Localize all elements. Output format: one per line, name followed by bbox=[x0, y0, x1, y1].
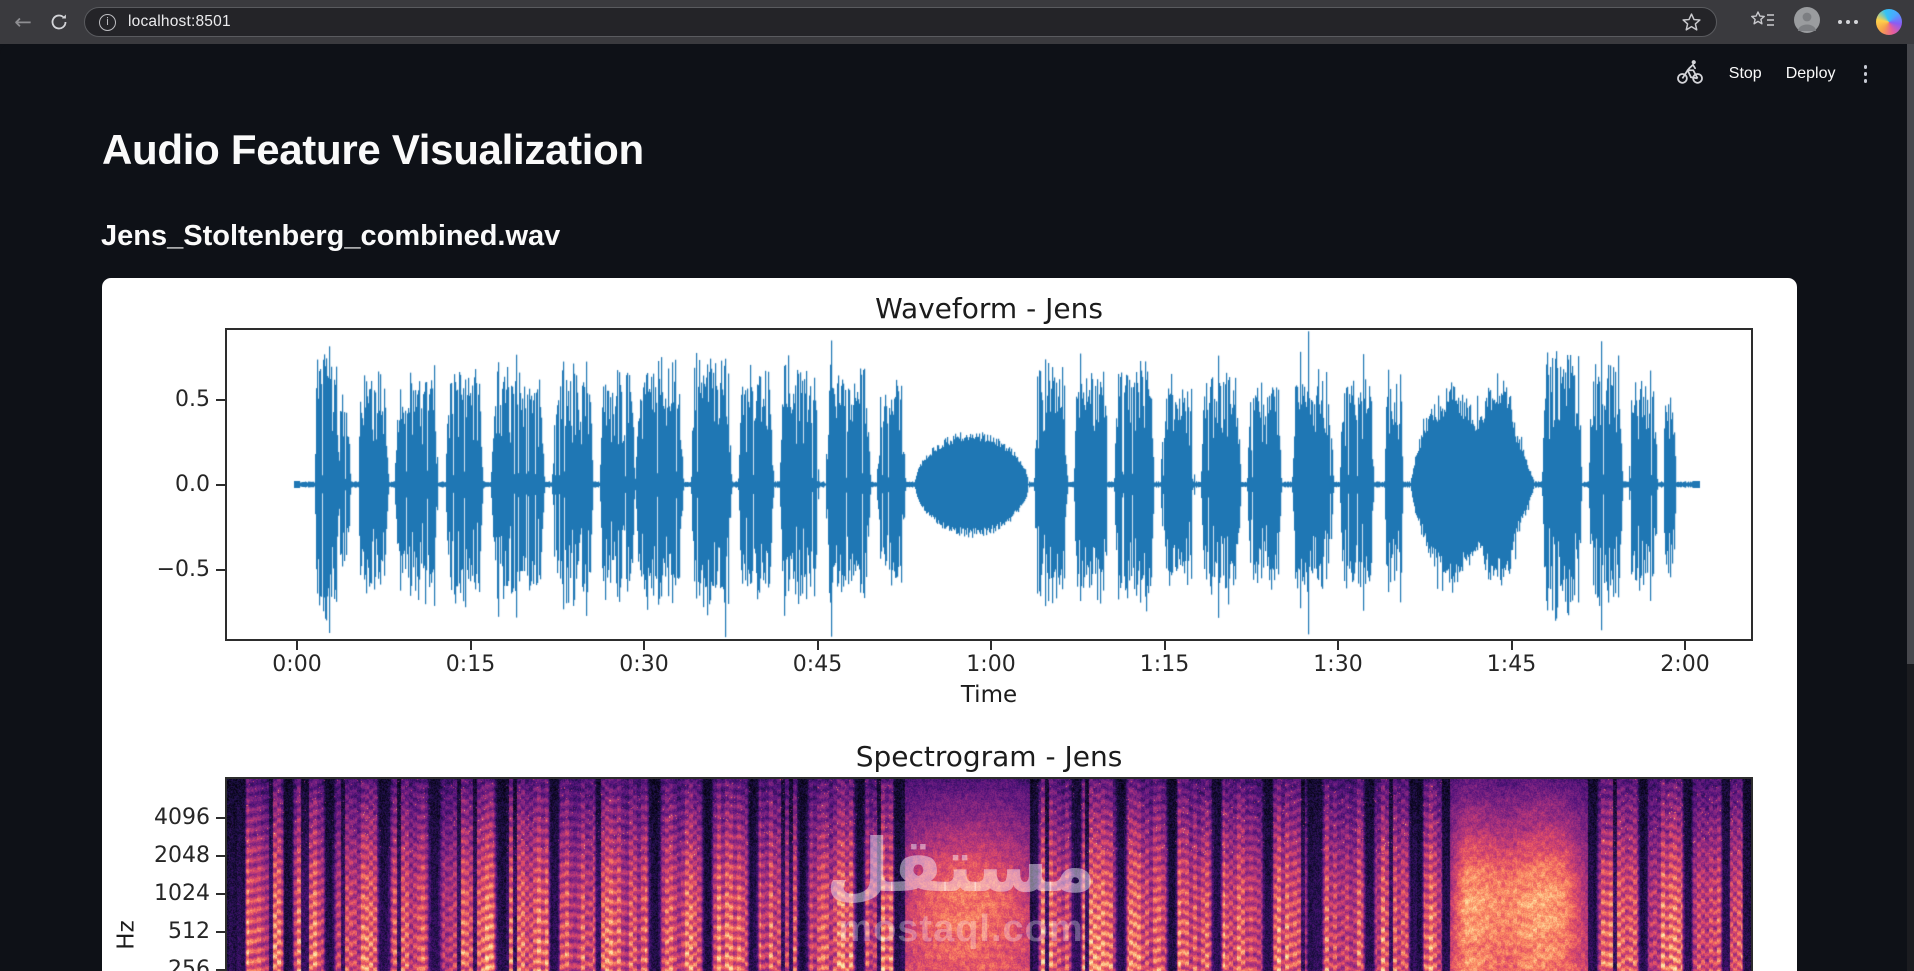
streamlit-app: Stop Deploy Audio Feature Visualization … bbox=[0, 44, 1907, 971]
x-tick-label: 0:00 bbox=[252, 652, 342, 677]
y-tick-label: 0.5 bbox=[124, 387, 210, 412]
spec-y-tick-label: 2048 bbox=[124, 843, 210, 868]
x-tick-label: 1:30 bbox=[1293, 652, 1383, 677]
x-tick-mark bbox=[990, 641, 992, 650]
figure-card: Waveform - Jens Time Spectrogram - Jens … bbox=[102, 278, 1797, 971]
x-tick-mark bbox=[1164, 641, 1166, 650]
x-tick-mark bbox=[643, 641, 645, 650]
waveform-plot bbox=[225, 328, 1753, 641]
x-tick-label: 1:00 bbox=[946, 652, 1036, 677]
x-tick-label: 2:00 bbox=[1640, 652, 1730, 677]
file-subtitle: Jens_Stoltenberg_combined.wav bbox=[101, 220, 560, 253]
favorites-bar-icon[interactable] bbox=[1750, 9, 1776, 36]
app-menu-icon[interactable] bbox=[1860, 61, 1872, 87]
reload-icon[interactable] bbox=[46, 9, 72, 35]
spec-y-tick-mark bbox=[216, 855, 225, 857]
y-tick-mark bbox=[216, 569, 225, 571]
spec-y-tick-mark bbox=[216, 893, 225, 895]
bookmark-star-icon[interactable] bbox=[1681, 12, 1702, 38]
spec-y-tick-label: 512 bbox=[124, 919, 210, 944]
spec-y-tick-label: 256 bbox=[124, 957, 210, 971]
stop-button[interactable]: Stop bbox=[1729, 65, 1762, 83]
spec-y-tick-mark bbox=[216, 817, 225, 819]
streamlit-toolbar: Stop Deploy bbox=[1675, 58, 1871, 90]
x-tick-label: 1:15 bbox=[1120, 652, 1210, 677]
y-tick-mark bbox=[216, 484, 225, 486]
spectrogram-plot bbox=[225, 777, 1753, 971]
app-running-icon bbox=[1675, 58, 1705, 91]
x-tick-mark bbox=[1511, 641, 1513, 650]
waveform-xlabel: Time bbox=[225, 682, 1753, 708]
spectrogram-title: Spectrogram - Jens bbox=[225, 740, 1753, 773]
x-tick-mark bbox=[1337, 641, 1339, 650]
spec-y-tick-mark bbox=[216, 931, 225, 933]
x-tick-label: 0:30 bbox=[599, 652, 689, 677]
browser-window: ← i localhost:8501 Stop bbox=[0, 0, 1914, 971]
y-tick-label: −0.5 bbox=[124, 557, 210, 582]
x-tick-mark bbox=[1684, 641, 1686, 650]
y-tick-label: 0.0 bbox=[124, 472, 210, 497]
spec-y-tick-label: 1024 bbox=[124, 881, 210, 906]
browser-chrome: ← i localhost:8501 bbox=[0, 0, 1914, 44]
y-tick-mark bbox=[216, 399, 225, 401]
page-info-icon[interactable]: i bbox=[99, 14, 116, 31]
x-tick-mark bbox=[817, 641, 819, 650]
url-bar[interactable]: i localhost:8501 bbox=[84, 7, 1717, 37]
browser-actions bbox=[1750, 7, 1902, 37]
x-tick-mark bbox=[470, 641, 472, 650]
profile-avatar[interactable] bbox=[1794, 7, 1820, 38]
back-icon[interactable]: ← bbox=[10, 9, 36, 35]
x-tick-label: 0:15 bbox=[426, 652, 516, 677]
url-text: localhost:8501 bbox=[128, 13, 231, 31]
x-tick-label: 1:45 bbox=[1467, 652, 1557, 677]
x-tick-mark bbox=[296, 641, 298, 650]
scrollbar-thumb[interactable] bbox=[1907, 44, 1914, 664]
scrollbar[interactable] bbox=[1907, 44, 1914, 971]
spec-y-tick-label: 4096 bbox=[124, 805, 210, 830]
x-tick-label: 0:45 bbox=[773, 652, 863, 677]
browser-menu-icon[interactable] bbox=[1838, 20, 1858, 24]
page-title: Audio Feature Visualization bbox=[102, 126, 644, 174]
copilot-icon[interactable] bbox=[1876, 9, 1902, 35]
deploy-button[interactable]: Deploy bbox=[1786, 65, 1836, 83]
waveform-title: Waveform - Jens bbox=[225, 292, 1753, 325]
